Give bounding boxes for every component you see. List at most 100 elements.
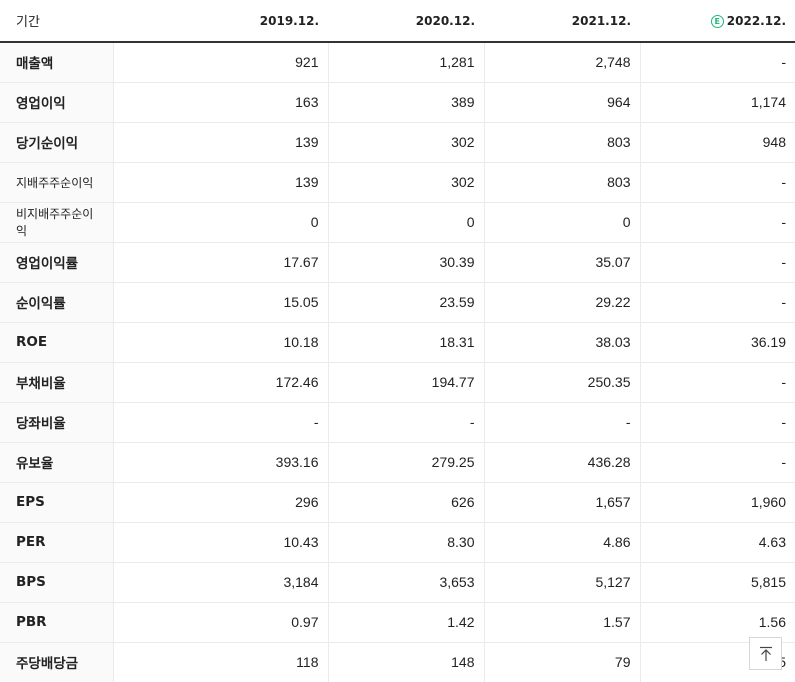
table-cell: - — [640, 361, 795, 403]
table-cell: 17.67 — [113, 241, 329, 283]
table-row: 지배주주순이익 139 302 803- — [0, 162, 795, 203]
table-body: 매출액 921 1,281 2,748- 영업이익 163 389 964 1,174 당기순이익… — [0, 42, 795, 682]
table-cell: 194.77 — [328, 361, 485, 403]
row-label: PER — [0, 522, 114, 563]
table-cell: 5,815 — [640, 562, 795, 603]
table-cell: 626 — [328, 481, 485, 523]
table-cell: - — [640, 241, 795, 283]
table-row: 영업이익률 17.67 30.39 35.07- — [0, 241, 795, 283]
row-label: EPS — [0, 481, 114, 523]
table-cell: 803 — [484, 162, 641, 203]
table-cell: 1,960 — [640, 481, 795, 523]
table-cell: 79 — [484, 641, 641, 682]
arrow-up-to-top-icon — [759, 646, 772, 661]
table-cell: 10.43 — [113, 522, 329, 563]
row-label: 주당배당금 — [0, 641, 114, 682]
table-cell: 1,281 — [328, 42, 485, 83]
table-cell: 0.97 — [113, 602, 329, 643]
table-row: PBR 0.97 1.42 1.57 1.56 — [0, 602, 795, 643]
table-cell: 1,174 — [640, 82, 795, 123]
table-cell: 30.39 — [328, 241, 485, 283]
table-cell: 1.42 — [328, 602, 485, 643]
table-cell: - — [328, 402, 485, 443]
table-cell: 250.35 — [484, 361, 641, 403]
table-cell: - — [640, 402, 795, 443]
table-cell: 0 — [328, 202, 485, 243]
table-row: EPS 296 626 1,657 1,960 — [0, 481, 795, 523]
table-cell: 3,184 — [113, 562, 329, 603]
table-cell: 964 — [484, 82, 641, 123]
table-cell: - — [640, 162, 795, 203]
table-cell: 4.86 — [484, 522, 641, 563]
row-label: 순이익률 — [0, 282, 114, 323]
table-cell: - — [640, 442, 795, 483]
table-cell: 18.31 — [328, 322, 485, 363]
row-label: 지배주주순이익 — [0, 162, 114, 203]
row-label: 당좌비율 — [0, 402, 114, 443]
table-cell: 2,748 — [484, 42, 641, 83]
row-label: ROE — [0, 322, 114, 363]
table-cell: 38.03 — [484, 322, 641, 363]
table-cell: 1.57 — [484, 602, 641, 643]
table-row: 당좌비율 - - - - — [0, 402, 795, 443]
table-cell: 8.30 — [328, 522, 485, 563]
table-cell: - — [640, 282, 795, 323]
table-row: 영업이익 163 389 964 1,174 — [0, 82, 795, 123]
estimate-badge-icon: E — [710, 14, 724, 28]
row-label: 영업이익률 — [0, 241, 114, 283]
row-label: 유보율 — [0, 442, 114, 483]
row-label: 매출액 — [0, 42, 114, 83]
table-cell: 1,657 — [484, 481, 641, 523]
table-cell: 0 — [113, 202, 329, 243]
row-label: PBR — [0, 602, 114, 643]
row-label: 영업이익 — [0, 82, 114, 123]
table-cell: 302 — [328, 122, 485, 163]
table-cell: 36.19 — [640, 322, 795, 363]
table-cell: - — [484, 402, 641, 443]
table-row: BPS 3,184 3,653 5,127 5,815 — [0, 562, 795, 603]
table-cell: 35.07 — [484, 241, 641, 283]
table-cell: 436.28 — [484, 442, 641, 483]
table-cell: 10.18 — [113, 322, 329, 363]
table-cell: 23.59 — [328, 282, 485, 323]
table-cell: 803 — [484, 122, 641, 163]
table-cell: 393.16 — [113, 442, 329, 483]
table-cell: 4.63 — [640, 522, 795, 563]
table-row: 비지배주주순이익 0 0 0- — [0, 202, 795, 243]
table-cell: 29.22 — [484, 282, 641, 323]
table-cell: 172.46 — [113, 361, 329, 403]
table-row: 유보율 393.16 279.25 436.28- — [0, 442, 795, 483]
table-cell: 3,653 — [328, 562, 485, 603]
table-row: 순이익률 15.05 23.59 29.22- — [0, 282, 795, 323]
table-row: PER 10.43 8.30 4.86 4.63 — [0, 522, 795, 563]
table-cell: - — [640, 42, 795, 83]
table-cell: 0 — [484, 202, 641, 243]
table-row: 주당배당금 118 148 79 5 — [0, 641, 795, 682]
table-cell: 389 — [328, 82, 485, 123]
scroll-to-top-button[interactable] — [749, 637, 782, 670]
row-label: BPS — [0, 562, 114, 603]
table-cell: 139 — [113, 122, 329, 163]
row-label: 당기순이익 — [0, 122, 114, 163]
table-cell: 148 — [328, 641, 485, 682]
column-header-3: 2021.12. — [484, 0, 640, 43]
table-cell: 302 — [328, 162, 485, 203]
period-header: 기간 — [0, 0, 113, 43]
table-cell: 15.05 — [113, 282, 329, 323]
table-cell: 948 — [640, 122, 795, 163]
table-cell: 921 — [113, 42, 329, 83]
table-cell: 296 — [113, 481, 329, 523]
table-row: 부채비율 172.46 194.77 250.35- — [0, 361, 795, 403]
table-cell: - — [113, 402, 329, 443]
row-label: 비지배주주순이익 — [0, 202, 114, 243]
table-cell: 118 — [113, 641, 329, 682]
table-cell: 139 — [113, 162, 329, 203]
column-header-4: E 2022.12. — [640, 0, 795, 43]
table-cell: 1.56 — [640, 602, 795, 643]
table-cell: - — [640, 202, 795, 243]
table-cell: 279.25 — [328, 442, 485, 483]
table-row: 매출액 921 1,281 2,748- — [0, 42, 795, 83]
table-row: ROE 10.18 18.31 38.03 36.19 — [0, 322, 795, 363]
